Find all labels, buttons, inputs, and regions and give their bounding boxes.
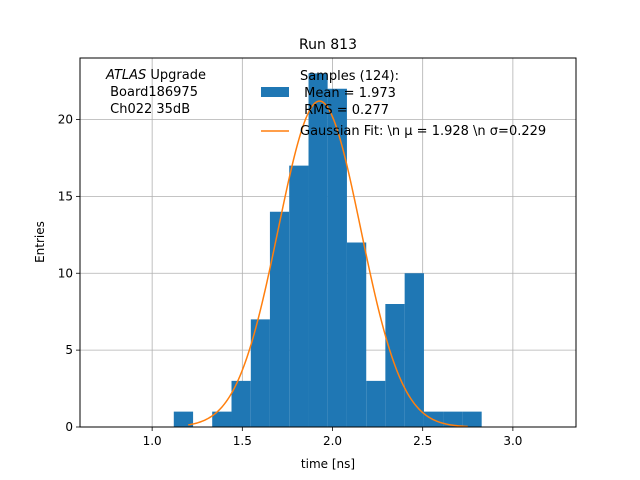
- annotation-line-1: ATLAS Upgrade: [105, 68, 206, 83]
- histogram-bar: [346, 242, 367, 427]
- legend: Samples (124): Mean = 1.973 RMS = 0.277 …: [261, 69, 546, 139]
- legend-histogram-line-1: Samples (124):: [300, 69, 399, 84]
- y-tick-label: 10: [58, 266, 73, 280]
- histogram-bar: [250, 319, 270, 427]
- annotation-atlas: ATLAS: [105, 68, 146, 83]
- y-tick-label: 5: [65, 343, 73, 357]
- histogram-bar: [308, 73, 328, 427]
- histogram-bar: [289, 165, 309, 427]
- annotation-line-3: Ch022 35dB: [106, 102, 190, 117]
- x-axis-label: time [ns]: [301, 457, 355, 471]
- histogram-bar: [269, 211, 290, 427]
- x-tick-label: 2.0: [323, 434, 342, 448]
- atlas-annotation: ATLAS Upgrade Board186975 Ch022 35dB: [105, 68, 206, 117]
- annotation-line-2: Board186975: [106, 85, 198, 100]
- x-tick-label: 1.5: [233, 434, 252, 448]
- x-tick-label: 1.0: [143, 434, 162, 448]
- histogram-bar: [327, 88, 347, 427]
- y-tick-label: 15: [58, 189, 73, 203]
- histogram-bar: [231, 380, 251, 427]
- histogram-bars: [173, 73, 482, 427]
- histogram-bar: [173, 411, 194, 427]
- plot-frame: [79, 57, 577, 428]
- histogram-bar: [212, 411, 232, 427]
- histogram-bar: [443, 411, 463, 427]
- annotation-upgrade: Upgrade: [146, 68, 206, 83]
- y-axis-label: Entries: [33, 221, 47, 263]
- legend-histogram-line-3: RMS = 0.277: [300, 103, 389, 118]
- gaussian-fit: [188, 100, 468, 428]
- histogram-bar: [404, 273, 424, 427]
- legend-histogram-line-2: Mean = 1.973: [300, 86, 396, 101]
- chart-title: Run 813: [299, 37, 357, 53]
- y-tick-label: 0: [65, 420, 73, 434]
- legend-fit-label: Gaussian Fit: \n μ = 1.928 \n σ=0.229: [300, 124, 546, 139]
- gaussian-fit-curve: [188, 100, 468, 428]
- x-tick-label: 2.5: [413, 434, 432, 448]
- histogram-bar: [366, 380, 386, 427]
- y-axis-ticks: 0 5 10 15 20: [58, 113, 80, 434]
- x-tick-label: 3.0: [503, 434, 522, 448]
- y-tick-label: 20: [58, 113, 73, 127]
- histogram-bar: [462, 411, 482, 427]
- legend-histogram-swatch: [261, 87, 289, 97]
- x-axis-ticks: 1.0 1.5 2.0 2.5 3.0: [143, 427, 522, 448]
